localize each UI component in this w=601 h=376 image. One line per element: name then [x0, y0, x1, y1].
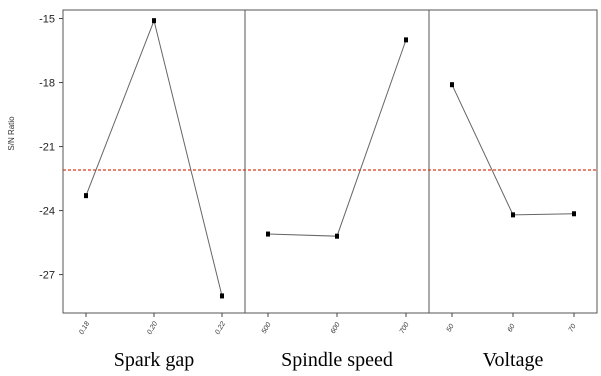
panel-label: Spark gap — [114, 349, 195, 371]
data-point — [84, 193, 88, 199]
x-tick-label: 60 — [507, 323, 517, 333]
y-tick-label: -24 — [39, 206, 55, 218]
data-point — [404, 37, 408, 43]
labels-layer: -15 -18 -21 -24 -27 S/N Ratio 0.18 0.20 0.22 Spar… — [7, 14, 578, 371]
data-point — [450, 82, 454, 88]
series-line-0 — [85, 19, 223, 297]
x-tick-label: 50 — [446, 323, 456, 333]
plot-frame — [62, 9, 598, 314]
data-point — [335, 233, 339, 239]
data-point — [266, 231, 270, 237]
panel-label: Voltage — [483, 349, 544, 371]
x-tick-label: 600 — [330, 321, 342, 335]
data-point — [152, 18, 156, 24]
x-tick-label: 70 — [568, 323, 578, 333]
y-tick-label: -21 — [39, 142, 55, 154]
axes-layer — [59, 9, 598, 317]
series-line-1 — [267, 39, 407, 237]
x-tick-label: 0.22 — [214, 321, 227, 336]
y-tick-label: -27 — [39, 270, 55, 282]
x-tick-label: 700 — [399, 321, 411, 335]
data-point — [511, 212, 515, 218]
x-tick-label: 500 — [261, 321, 273, 335]
x-tick-label: 0.20 — [146, 321, 159, 336]
series-line-2 — [451, 84, 575, 216]
y-axis-label: S/N Ratio — [7, 116, 16, 151]
x-tick-label: 0.18 — [78, 321, 91, 336]
y-tick-label: -15 — [39, 14, 55, 26]
data-point — [220, 293, 224, 299]
panel-label: Spindle speed — [281, 349, 393, 371]
series-layer — [84, 18, 576, 299]
y-tick-label: -18 — [39, 78, 55, 90]
data-point — [572, 211, 576, 217]
